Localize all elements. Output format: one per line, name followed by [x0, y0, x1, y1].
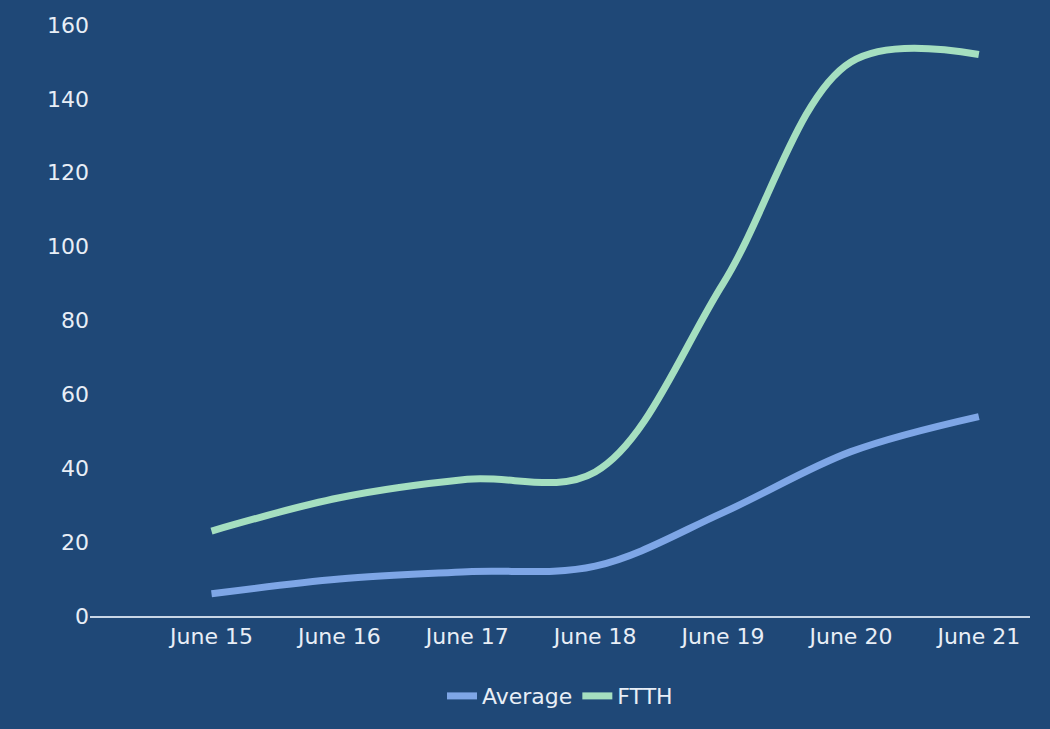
svg-text:40: 40	[61, 456, 89, 481]
svg-text:20: 20	[61, 530, 89, 555]
svg-text:FTTH: FTTH	[617, 684, 672, 709]
svg-text:June 18: June 18	[552, 624, 637, 649]
svg-text:June 15: June 15	[168, 624, 253, 649]
svg-text:June 19: June 19	[680, 624, 765, 649]
svg-text:60: 60	[61, 382, 89, 407]
svg-text:160: 160	[47, 13, 89, 38]
svg-text:140: 140	[47, 87, 89, 112]
svg-text:0: 0	[75, 604, 89, 629]
svg-text:June 20: June 20	[807, 624, 892, 649]
svg-text:June 17: June 17	[424, 624, 509, 649]
svg-text:Average: Average	[482, 684, 572, 709]
svg-text:June 21: June 21	[935, 624, 1020, 649]
svg-text:June 16: June 16	[296, 624, 381, 649]
svg-text:80: 80	[61, 308, 89, 333]
svg-text:120: 120	[47, 160, 89, 185]
svg-text:100: 100	[47, 234, 89, 259]
